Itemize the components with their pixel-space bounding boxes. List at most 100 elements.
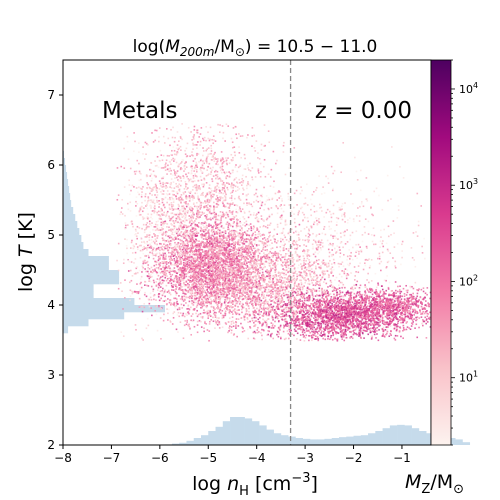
scatter-point [138,162,140,165]
scatter-point [205,213,208,216]
scatter-point [223,214,225,217]
scatter-point [192,230,194,233]
scatter-point [227,224,230,227]
scatter-point [205,234,208,236]
scatter-point [226,221,229,224]
scatter-point [153,242,156,244]
scatter-point [221,183,224,186]
scatter-point [207,264,209,267]
scatter-point [187,251,190,254]
scatter-point [206,282,209,284]
scatter-point [211,276,214,279]
scatter-point [176,281,178,283]
scatter-point [237,288,240,291]
scatter-point [254,325,256,327]
scatter-point [157,286,160,289]
scatter-point [234,266,237,269]
scatter-point [187,196,190,199]
scatter-point [216,161,218,163]
scatter-point [206,287,209,289]
scatter-point [175,217,178,220]
scatter-point [233,309,235,312]
scatter-point [184,247,187,249]
scatter-point [154,234,156,236]
scatter-point [205,294,208,296]
scatter-point [176,262,179,264]
scatter-point [265,218,268,221]
scatter-point [186,219,189,222]
scatter-point [203,296,206,298]
scatter-point [184,211,186,214]
scatter-point [163,243,165,245]
scatter-point [152,141,155,143]
scatter-point [287,284,289,286]
scatter-point [151,252,154,254]
scatter-point [231,191,234,194]
scatter-point [153,264,156,267]
scatter-point [186,314,188,316]
scatter-point [191,207,193,209]
scatter-point [217,186,220,189]
scatter-point [191,139,193,141]
scatter-point [238,197,241,200]
scatter-point [233,270,236,273]
scatter-point [208,271,211,274]
scatter-point [216,229,219,232]
scatter-point [236,291,239,294]
scatter-point [255,236,257,239]
scatter-point [230,272,232,274]
scatter-point [184,244,186,247]
scatter-point [175,283,177,286]
scatter-point [178,283,180,286]
scatter-point [168,246,171,249]
scatter-point [239,269,241,271]
scatter-point [198,288,201,290]
scatter-point [308,305,310,307]
scatter-point [232,156,234,159]
scatter-point [140,241,143,243]
scatter-point [175,195,177,197]
scatter-point [139,187,142,190]
scatter-point [178,228,181,231]
scatter-point [254,295,257,298]
scatter-point [172,316,175,319]
scatter-point [192,319,195,322]
scatter-point [341,281,343,284]
scatter-point [257,170,260,172]
scatter-point [214,284,216,286]
scatter-point [212,283,215,286]
scatter-point [221,245,223,248]
scatter-point [239,270,241,273]
scatter-point [207,225,210,227]
scatter-point [224,279,227,282]
scatter-point [357,271,360,274]
scatter-point [210,147,213,150]
scatter-point [176,131,179,133]
scatter-point [248,241,251,244]
scatter-point [158,136,160,138]
scatter-point [299,305,302,307]
scatter-point [235,279,237,282]
scatter-point [227,228,230,231]
scatter-point [210,292,213,294]
scatter-point [218,298,221,301]
scatter-point [226,273,228,276]
scatter-point [193,180,196,182]
scatter-point [168,167,171,170]
scatter-point [218,301,220,304]
scatter-point [209,291,212,294]
scatter-point [194,266,197,268]
scatter-point [206,169,209,171]
scatter-point [191,259,193,261]
scatter-point [182,241,185,244]
scatter-point [255,216,258,219]
scatter-point [269,185,272,187]
scatter-point [156,201,158,203]
scatter-point [197,226,200,228]
scatter-point [198,273,201,276]
scatter-point [223,302,226,304]
scatter-point [191,228,194,230]
scatter-point [229,289,231,292]
scatter-point [158,257,160,260]
scatter-point [192,234,194,237]
